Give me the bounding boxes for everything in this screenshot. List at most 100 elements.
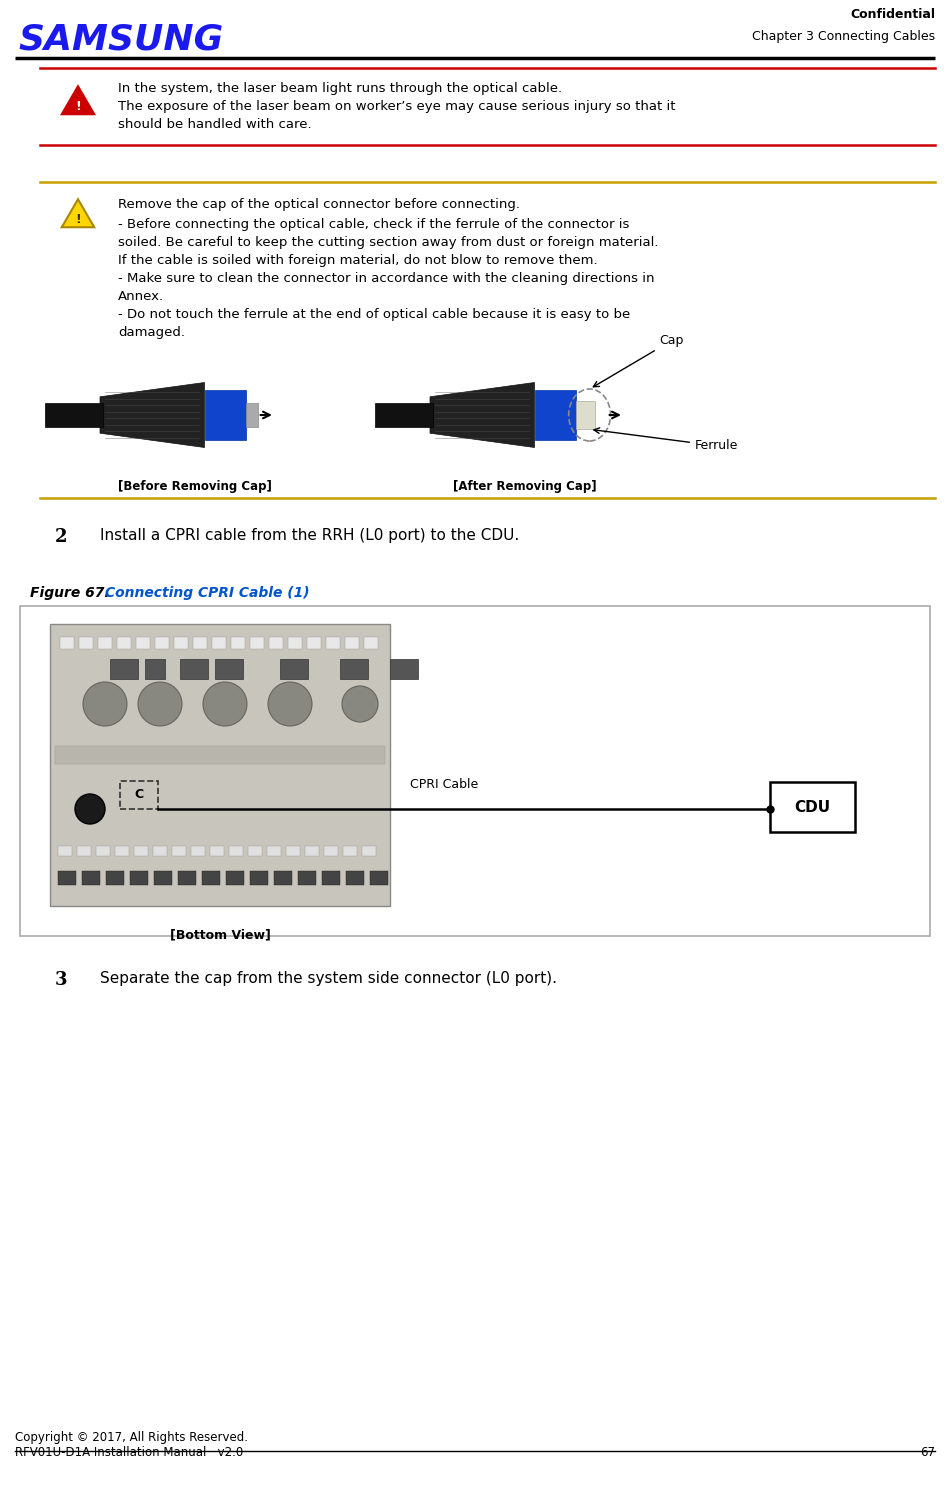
Bar [172, 847, 186, 856]
Text: !: ! [75, 213, 81, 225]
Bar [298, 871, 316, 886]
Bar [307, 636, 321, 648]
Bar [117, 636, 131, 648]
Bar [343, 847, 357, 856]
Text: The exposure of the laser beam on worker’s eye may cause serious injury so that : The exposure of the laser beam on worker… [118, 101, 675, 113]
Text: SAMSUNG: SAMSUNG [18, 23, 223, 56]
Bar [193, 636, 207, 648]
Bar [58, 847, 72, 856]
Circle shape [138, 681, 182, 726]
Bar [248, 847, 262, 856]
Circle shape [83, 681, 127, 726]
Bar [269, 636, 283, 648]
Text: Ferrule: Ferrule [594, 428, 738, 452]
Text: Confidential: Confidential [850, 8, 935, 21]
Bar [96, 847, 110, 856]
Text: [Bottom View]: [Bottom View] [169, 928, 271, 941]
Bar [60, 636, 74, 648]
Polygon shape [62, 86, 94, 114]
Text: 2: 2 [55, 528, 67, 546]
Text: Annex.: Annex. [118, 290, 164, 303]
Bar [346, 871, 364, 886]
Bar [212, 636, 226, 648]
Text: Cap: Cap [594, 335, 684, 387]
Bar [280, 659, 308, 678]
Text: - Before connecting the optical cable, check if the ferrule of the connector is: - Before connecting the optical cable, c… [118, 218, 629, 231]
Circle shape [342, 686, 378, 722]
Bar [322, 871, 340, 886]
Bar [326, 636, 340, 648]
Bar [110, 659, 138, 678]
Bar [274, 871, 292, 886]
Circle shape [268, 681, 312, 726]
Bar [535, 390, 577, 440]
Text: In the system, the laser beam light runs through the optical cable.: In the system, the laser beam light runs… [118, 83, 562, 95]
Text: should be handled with care.: should be handled with care. [118, 119, 312, 131]
Bar [191, 847, 205, 856]
Text: If the cable is soiled with foreign material, do not blow to remove them.: If the cable is soiled with foreign mate… [118, 254, 598, 267]
Text: [After Removing Cap]: [After Removing Cap] [453, 480, 597, 492]
Bar [340, 659, 368, 678]
Bar [345, 636, 359, 648]
Text: CDU: CDU [794, 800, 830, 815]
Text: 67: 67 [920, 1445, 935, 1459]
Circle shape [203, 681, 247, 726]
Bar [362, 847, 376, 856]
Bar [180, 659, 208, 678]
Bar [155, 636, 169, 648]
Text: - Do not touch the ferrule at the end of optical cable because it is easy to be: - Do not touch the ferrule at the end of… [118, 308, 630, 321]
Text: Install a CPRI cable from the RRH (L0 port) to the CDU.: Install a CPRI cable from the RRH (L0 po… [100, 528, 520, 543]
Bar [375, 404, 433, 426]
Bar [136, 636, 150, 648]
Polygon shape [100, 383, 204, 447]
Bar [370, 871, 388, 886]
Bar [267, 847, 281, 856]
Text: damaged.: damaged. [118, 326, 185, 339]
Text: Figure 67.: Figure 67. [30, 585, 115, 600]
Polygon shape [430, 383, 535, 447]
Bar [106, 871, 124, 886]
Bar [58, 871, 76, 886]
Text: soiled. Be careful to keep the cutting section away from dust or foreign materia: soiled. Be careful to keep the cutting s… [118, 236, 658, 249]
Bar [770, 782, 855, 832]
Bar [202, 871, 220, 886]
Text: Remove the cap of the optical connector before connecting.: Remove the cap of the optical connector … [118, 198, 520, 212]
Text: Connecting CPRI Cable (1): Connecting CPRI Cable (1) [105, 585, 310, 600]
Text: !: ! [75, 101, 81, 113]
Bar [79, 636, 93, 648]
Bar [77, 847, 91, 856]
Bar [288, 636, 302, 648]
Bar [390, 659, 418, 678]
Text: Copyright © 2017, All Rights Reserved.: Copyright © 2017, All Rights Reserved. [15, 1430, 248, 1444]
Bar [324, 847, 338, 856]
Bar [286, 847, 300, 856]
Bar [115, 847, 129, 856]
Bar [231, 636, 245, 648]
Text: RFV01U-D1A Installation Manual   v2.0: RFV01U-D1A Installation Manual v2.0 [15, 1445, 243, 1459]
Text: [Before Removing Cap]: [Before Removing Cap] [118, 480, 272, 492]
Text: C: C [135, 788, 143, 802]
Text: CPRI Cable: CPRI Cable [409, 778, 478, 791]
Bar [153, 847, 167, 856]
Text: Chapter 3 Connecting Cables: Chapter 3 Connecting Cables [751, 30, 935, 44]
Bar [55, 746, 385, 764]
Bar [210, 847, 224, 856]
Bar [246, 404, 257, 426]
Bar [178, 871, 196, 886]
Text: Separate the cap from the system side connector (L0 port).: Separate the cap from the system side co… [100, 971, 557, 986]
Bar [45, 404, 103, 426]
Bar [82, 871, 100, 886]
Bar [577, 401, 596, 429]
Bar [120, 781, 158, 809]
Bar [305, 847, 319, 856]
Bar [145, 659, 165, 678]
Text: - Make sure to clean the connector in accordance with the cleaning directions in: - Make sure to clean the connector in ac… [118, 272, 655, 285]
Bar [229, 847, 243, 856]
Bar [204, 390, 246, 440]
Bar [130, 871, 148, 886]
Bar [226, 871, 244, 886]
Bar [250, 636, 264, 648]
Bar [20, 606, 930, 937]
Bar [98, 636, 112, 648]
Text: 3: 3 [55, 971, 67, 989]
